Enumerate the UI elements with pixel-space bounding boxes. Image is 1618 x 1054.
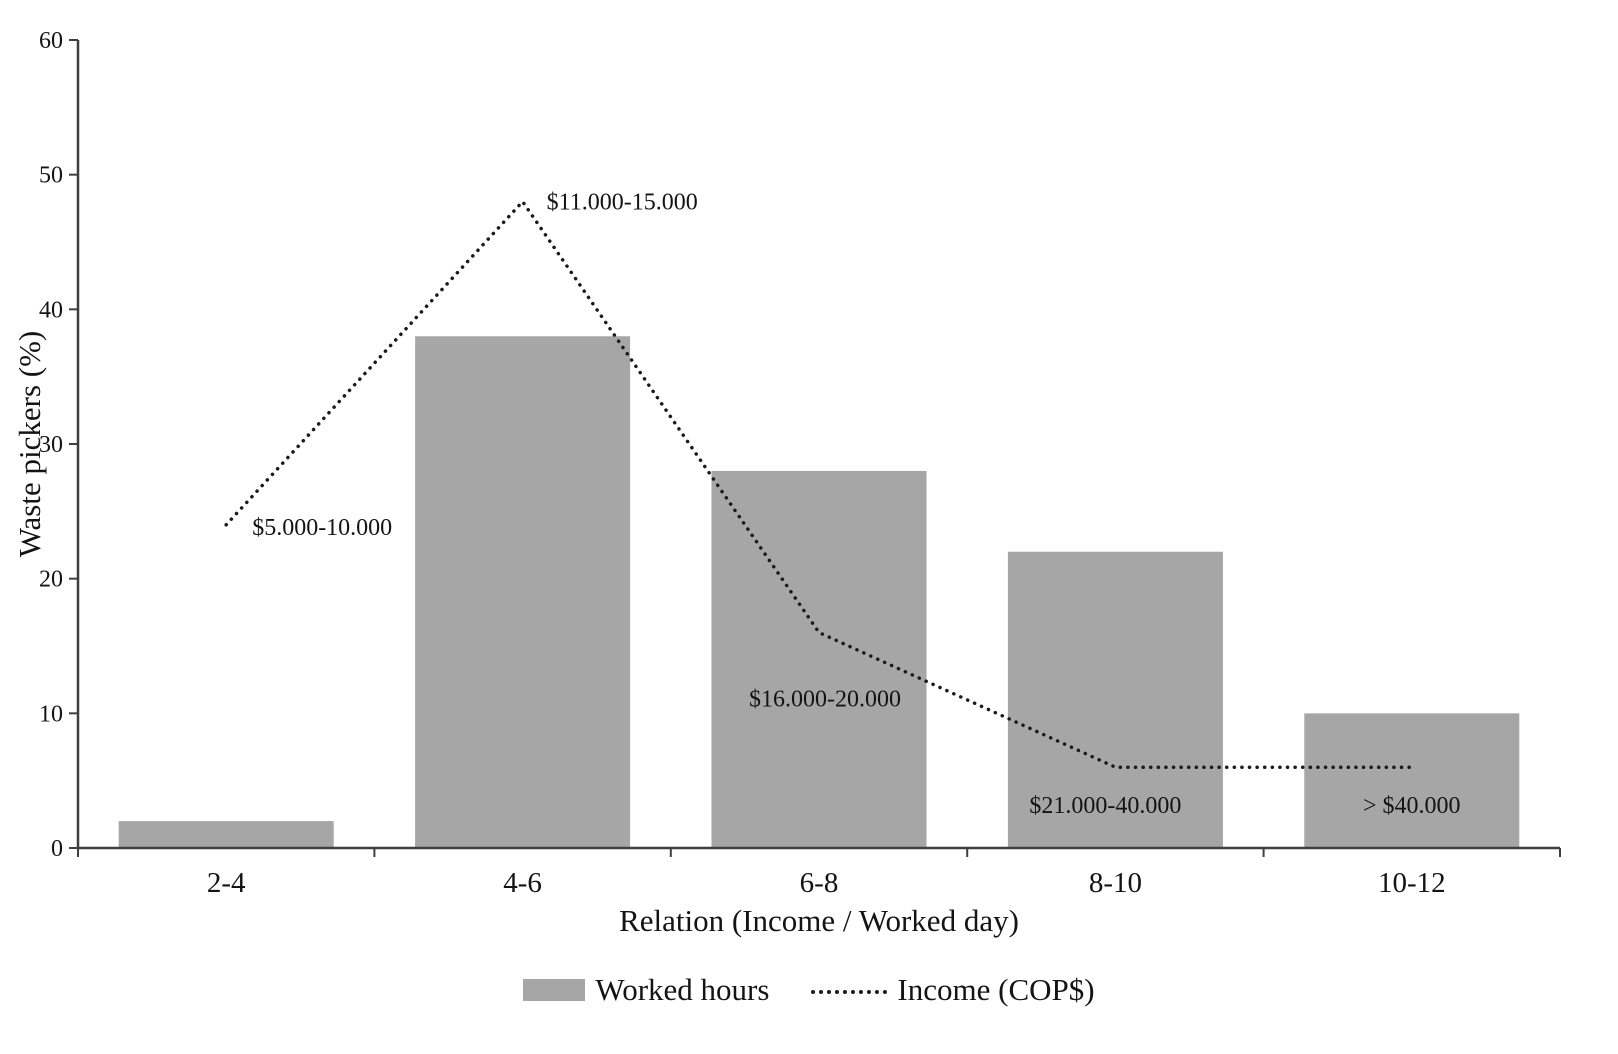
legend-label-worked-hours: Worked hours (595, 972, 770, 1007)
x-tick-label: 2-4 (207, 867, 246, 899)
legend-item-income: Income (COP$) (811, 972, 1095, 1008)
y-tick-label: 10 (39, 701, 63, 727)
legend-label-income: Income (COP$) (897, 972, 1095, 1007)
y-axis-title: Waste pickers (%) (12, 330, 47, 558)
y-tick-label: 30 (39, 432, 63, 458)
income-annotation: $5.000-10.000 (252, 515, 392, 541)
income-annotation: $21.000-40.000 (1029, 793, 1181, 819)
y-tick-label: 20 (39, 567, 63, 593)
legend-item-worked-hours: Worked hours (523, 972, 769, 1008)
y-tick-label: 50 (39, 163, 63, 189)
income-annotation: > $40.000 (1363, 793, 1461, 819)
x-axis-title: Relation (Income / Worked day) (619, 903, 1019, 938)
bar-10-12 (1304, 713, 1520, 848)
bar-4-6 (415, 336, 631, 848)
x-tick-label: 6-8 (800, 867, 839, 899)
y-tick-label: 60 (39, 28, 63, 54)
legend: Worked hours Income (COP$) (0, 972, 1618, 1008)
x-tick-label: 8-10 (1089, 867, 1142, 899)
bar-6-8 (711, 470, 927, 848)
x-tick-label: 10-12 (1378, 867, 1446, 899)
y-tick-label: 0 (51, 836, 63, 862)
bar-swatch-icon (523, 979, 586, 1001)
dotted-line-swatch-icon (811, 990, 888, 994)
income-annotation: $11.000-15.000 (547, 190, 698, 216)
y-tick-label: 40 (39, 297, 63, 323)
x-tick-label: 4-6 (503, 867, 542, 899)
bar-8-10 (1007, 551, 1223, 848)
bar-2-4 (118, 821, 334, 848)
income-annotation: $16.000-20.000 (749, 687, 901, 713)
